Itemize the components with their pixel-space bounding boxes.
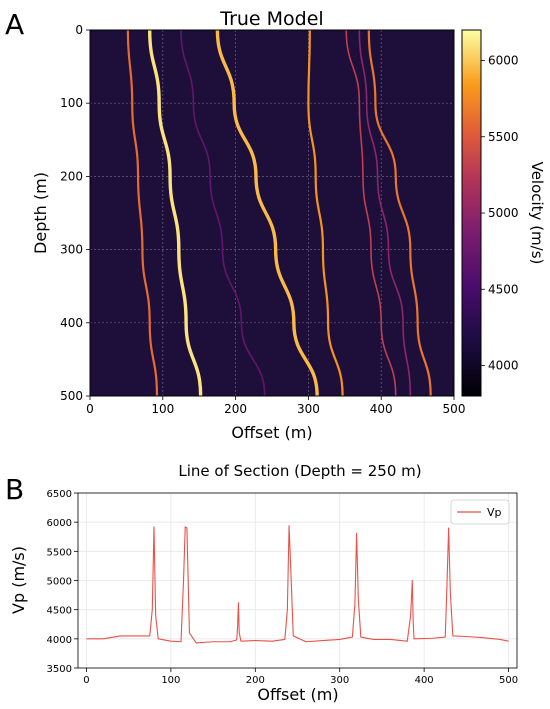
legend-label-vp: Vp [487, 506, 502, 519]
heatmap-y-tick-label: 300 [60, 243, 83, 257]
colorbar [461, 29, 482, 397]
line-chart-x-tick-label: 0 [83, 675, 89, 686]
heatmap-y-tick-label: 400 [60, 316, 83, 330]
line-chart-x-tick-label: 500 [499, 675, 518, 686]
heatmap-x-tick-label: 500 [443, 402, 466, 416]
line-chart-y-tick-label: 4500 [47, 606, 72, 617]
velocity-layer-7 [358, 30, 412, 396]
line-chart-title: Line of Section (Depth = 250 m) [178, 462, 421, 480]
series-line-vp [86, 525, 509, 644]
heatmap-y-tick-label: 500 [60, 389, 83, 403]
line-chart-x-ticks: 0 100 200 300 400 500 [83, 668, 518, 686]
heatmap-background [90, 30, 454, 396]
heatmap-layers [126, 30, 432, 396]
line-chart-y-axis-label: Vp (m/s) [9, 546, 28, 614]
line-chart-x-axis-label: Offset (m) [257, 685, 338, 704]
heatmap-x-tick-label: 0 [86, 402, 94, 416]
velocity-layer-2 [147, 30, 203, 396]
velocity-layer-4 [215, 30, 319, 396]
heatmap-x-tick-label: 100 [151, 402, 174, 416]
line-chart-x-tick-label: 300 [330, 675, 349, 686]
velocity-layer-8 [367, 30, 432, 396]
velocity-layer-3 [180, 30, 266, 396]
line-chart-legend: Vp [450, 499, 510, 525]
colorbar-tick-label: 6000 [488, 54, 519, 68]
heatmap-x-axis-label: Offset (m) [231, 423, 312, 442]
heatmap-x-tick-label: 400 [370, 402, 393, 416]
line-chart-y-ticks: 3500 4000 4500 5000 5500 6000 6500 [47, 489, 78, 675]
velocity-layer-6 [345, 30, 397, 396]
line-chart-x-tick-label: 400 [415, 675, 434, 686]
colorbar-tick-label: 5500 [488, 130, 519, 144]
line-chart-series [86, 525, 509, 644]
line-chart-x-tick-label: 200 [246, 675, 265, 686]
line-chart-y-tick-label: 5500 [47, 547, 72, 558]
line-chart-y-tick-label: 4000 [47, 635, 72, 646]
heatmap-title: True Model [219, 8, 323, 30]
line-chart-y-tick-label: 3500 [47, 664, 72, 675]
velocity-layer-5 [307, 30, 344, 396]
colorbar-tick-label: 5000 [488, 206, 519, 220]
colorbar-ticks: 4000 4500 5000 5500 6000 [481, 54, 519, 373]
line-chart-y-tick-label: 6000 [47, 518, 72, 529]
colorbar-tick-label: 4000 [488, 359, 519, 373]
heatmap-x-tick-label: 200 [224, 402, 247, 416]
line-chart-y-tick-label: 5000 [47, 577, 72, 588]
heatmap-y-axis-label: Depth (m) [31, 172, 50, 254]
heatmap-y-tick-label: 0 [75, 23, 83, 37]
heatmap-y-tick-label: 100 [60, 96, 83, 110]
panel-letter-a: A [5, 8, 24, 41]
velocity-layer-1 [126, 30, 159, 396]
line-chart-x-tick-label: 100 [161, 675, 180, 686]
colorbar-tick-label: 4500 [488, 282, 519, 296]
heatmap-y-tick-label: 200 [60, 169, 83, 183]
panel-letter-b: B [5, 473, 24, 506]
heatmap-x-tick-label: 300 [297, 402, 320, 416]
heatmap-x-ticks: 0 100 200 300 400 500 [86, 396, 465, 416]
heatmap-y-ticks: 0 100 200 300 400 500 [60, 23, 90, 403]
colorbar-label: Velocity (m/s) [528, 162, 546, 265]
heatmap-frame [89, 29, 455, 397]
line-chart-y-tick-label: 6500 [47, 489, 72, 500]
